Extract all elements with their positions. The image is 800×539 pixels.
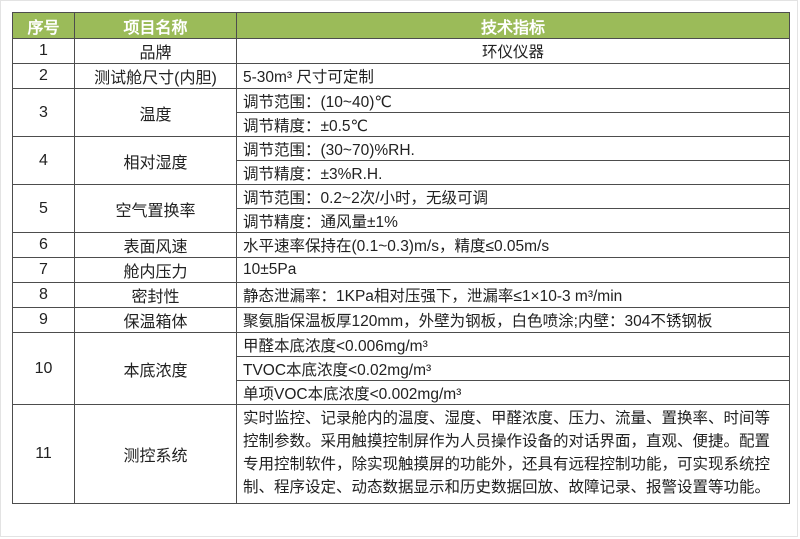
table-row: 6 表面风速 水平速率保持在(0.1~0.3)m/s，精度≤0.05m/s [12, 232, 790, 258]
row-no: 6 [12, 232, 75, 258]
row-item: 保温箱体 [74, 307, 237, 333]
row-spec: 10±5Pa [236, 257, 790, 283]
row-no: 1 [12, 38, 75, 64]
table-row: 3 温度 调节范围：(10~40)℃ [12, 88, 790, 137]
header-col-no: 序号 [12, 12, 75, 39]
spec-table: 序号 项目名称 技术指标 1 品牌 环仪仪器 2 测试舱尺寸(内胆) 5-30m… [12, 12, 790, 504]
table-subrow: 调节精度：±0.5℃ [13, 112, 790, 137]
row-spec: 调节精度：±3%R.H. [236, 160, 790, 185]
row-spec: 实时监控、记录舱内的温度、湿度、甲醛浓度、压力、流量、置换率、时间等控制参数。采… [236, 404, 790, 504]
row-no: 2 [12, 63, 75, 89]
row-spec: 环仪仪器 [236, 38, 790, 64]
row-spec: 甲醛本底浓度<0.006mg/m³ [236, 332, 790, 357]
table-subrow: 调节精度：±3%R.H. [13, 160, 790, 185]
header-row: 序号 项目名称 技术指标 [12, 12, 790, 39]
row-no: 5 [12, 184, 75, 233]
row-no: 11 [12, 404, 75, 504]
row-spec: 调节范围：(30~70)%RH. [236, 136, 790, 161]
row-spec: 5-30m³ 尺寸可定制 [236, 63, 790, 89]
table-row: 8 密封性 静态泄漏率：1KPa相对压强下，泄漏率≤1×10-3 m³/min [12, 282, 790, 308]
table-row: 2 测试舱尺寸(内胆) 5-30m³ 尺寸可定制 [12, 63, 790, 89]
row-item: 本底浓度 [74, 332, 237, 405]
row-no: 8 [12, 282, 75, 308]
row-spec: 静态泄漏率：1KPa相对压强下，泄漏率≤1×10-3 m³/min [236, 282, 790, 308]
spec-table-header: 序号 项目名称 技术指标 [12, 12, 790, 39]
row-item: 测控系统 [74, 404, 237, 504]
row-spec: 聚氨脂保温板厚120mm，外壁为钢板，白色喷涂;内壁：304不锈钢板 [236, 307, 790, 333]
row-item: 温度 [74, 88, 237, 137]
row-no: 9 [12, 307, 75, 333]
row-item: 密封性 [74, 282, 237, 308]
row-no: 10 [12, 332, 75, 405]
row-no: 7 [12, 257, 75, 283]
table-row: 11 测控系统 实时监控、记录舱内的温度、湿度、甲醛浓度、压力、流量、置换率、时… [12, 404, 790, 504]
row-item: 表面风速 [74, 232, 237, 258]
table-row: 9 保温箱体 聚氨脂保温板厚120mm，外壁为钢板，白色喷涂;内壁：304不锈钢… [12, 307, 790, 333]
row-spec: TVOC本底浓度<0.02mg/m³ [236, 356, 790, 381]
row-spec: 水平速率保持在(0.1~0.3)m/s，精度≤0.05m/s [236, 232, 790, 258]
row-item: 空气置换率 [74, 184, 237, 233]
table-subrow: TVOC本底浓度<0.02mg/m³ [13, 356, 790, 381]
row-spec: 单项VOC本底浓度<0.002mg/m³ [236, 380, 790, 405]
row-no: 3 [12, 88, 75, 137]
row-item: 相对湿度 [74, 136, 237, 185]
table-row: 5 空气置换率 调节范围：0.2~2次/小时，无级可调 [12, 184, 790, 233]
table-row: 7 舱内压力 10±5Pa [12, 257, 790, 283]
row-item: 品牌 [74, 38, 237, 64]
row-spec: 调节范围：(10~40)℃ [236, 88, 790, 113]
row-item: 舱内压力 [74, 257, 237, 283]
row-spec: 调节精度：通风量±1% [236, 208, 790, 233]
table-row: 1 品牌 环仪仪器 [12, 38, 790, 64]
table-row: 10 本底浓度 甲醛本底浓度<0.006mg/m³ [12, 332, 790, 405]
header-col-item: 项目名称 [74, 12, 237, 39]
row-no: 4 [12, 136, 75, 185]
row-item: 测试舱尺寸(内胆) [74, 63, 237, 89]
table-row: 4 相对湿度 调节范围：(30~70)%RH. [12, 136, 790, 185]
row-spec: 调节范围：0.2~2次/小时，无级可调 [236, 184, 790, 209]
row-spec: 调节精度：±0.5℃ [236, 112, 790, 137]
header-col-spec: 技术指标 [236, 12, 790, 39]
